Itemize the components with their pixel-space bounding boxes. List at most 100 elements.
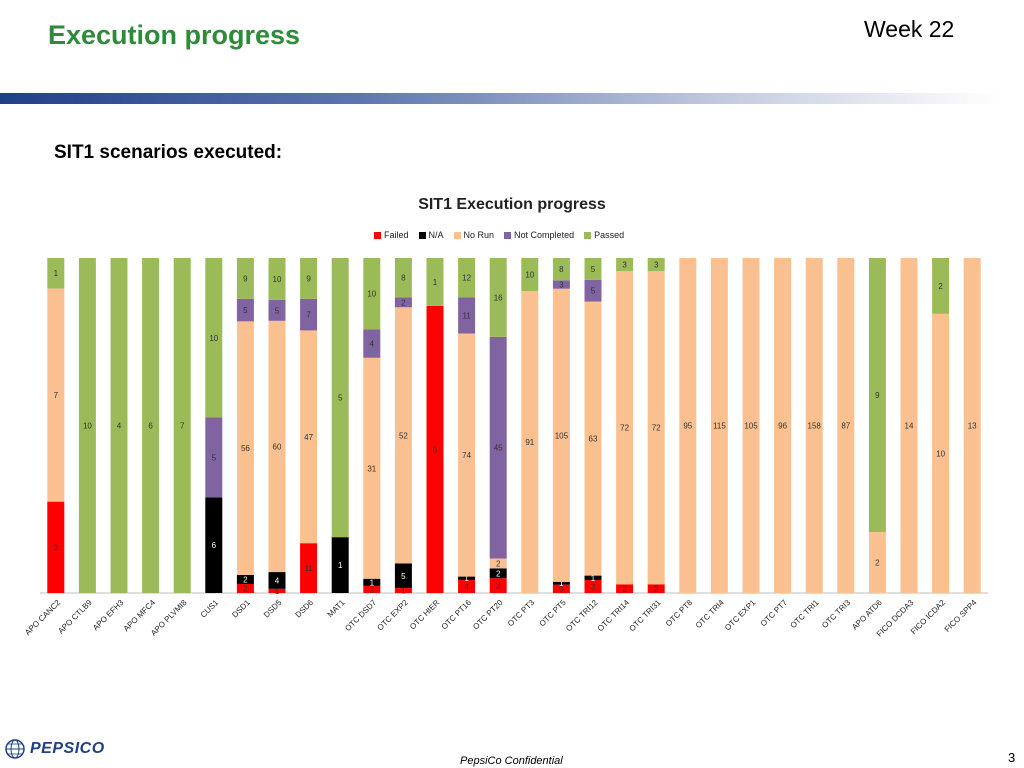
data-label-apo-atd6-passed: 9 (875, 391, 880, 400)
header-divider-band (0, 93, 1000, 104)
data-label-otc-pt20-no-run: 2 (496, 559, 501, 568)
data-label-mat1-n-a: 1 (338, 561, 343, 570)
data-label-apo-atd6-no-run: 2 (875, 559, 880, 568)
data-label-otc-pt3-no-run: 91 (525, 438, 534, 447)
data-label-otc-exp2-n-a: 5 (401, 572, 406, 581)
bar-segment-otc-pt16-not-completed (458, 297, 476, 334)
x-tick-label-apo-ctlb9: APO CTLB9 (56, 598, 94, 636)
bar-segment-fico-icda2-passed (932, 258, 950, 314)
bar-segment-otc-pt20-not-completed (489, 336, 507, 559)
data-label-dsd5-failed: 1 (275, 587, 280, 596)
data-label-otc-pt20-passed: 16 (494, 293, 503, 302)
data-label-dsd1-no-run: 56 (241, 444, 250, 453)
bar-segment-otc-exp2-n-a (394, 563, 412, 589)
x-tick-label-otc-exp1: OTC EXP1 (723, 598, 758, 633)
bar-segment-apo-canc2-failed (47, 501, 65, 593)
data-label-otc-hier-failed: 6 (433, 445, 438, 454)
x-tick-label-otc-pt3: OTC PT3 (506, 598, 537, 629)
data-label-apo-mfc4-passed: 6 (148, 422, 153, 431)
legend-item-no-run: No Run (453, 230, 494, 240)
x-tick-label-dsd1: DSD1 (230, 598, 252, 620)
bar-segment-apo-canc2-passed (47, 258, 65, 289)
data-label-otc-pt7-no-run: 96 (778, 422, 787, 431)
bar-segment-dsd5-no-run (268, 320, 286, 573)
globe-icon (5, 739, 25, 759)
data-label-otc-tri1-no-run: 158 (808, 422, 822, 431)
bar-segment-otc-exp2-not-completed (394, 297, 412, 308)
chart-title: SIT1 Execution progress (418, 196, 606, 213)
bar-segment-otc-exp2-failed (394, 588, 412, 593)
bar-segment-apo-atd6-passed (868, 258, 886, 533)
data-label-otc-exp1-no-run: 105 (744, 422, 758, 431)
bar-segment-mat1-n-a (331, 537, 349, 593)
bar-segment-apo-mfc4-passed (142, 258, 160, 593)
bar-segment-dsd1-no-run (236, 321, 254, 575)
data-label-otc-pt8-no-run: 95 (683, 422, 692, 431)
legend-swatch-failed (374, 231, 381, 239)
bar-segment-otc-tri12-n-a (584, 575, 602, 580)
bar-segment-otc-tri14-passed (616, 258, 634, 272)
data-label-cus1-n-a: 6 (212, 541, 217, 550)
bar-segment-otc-tri14-no-run (616, 271, 634, 585)
data-label-otc-dsd7-passed: 10 (367, 290, 376, 299)
data-label-otc-pt5-passed: 8 (559, 265, 564, 274)
x-tick-label-cus1: CUS1 (199, 598, 221, 620)
data-label-otc-pt5-no-run: 105 (555, 431, 569, 440)
bar-segment-otc-pt16-n-a (458, 576, 476, 580)
data-label-otc-pt16-n-a: 1 (464, 574, 469, 583)
bar-segment-otc-tri12-failed (584, 579, 602, 593)
bar-segment-apo-plvmi8-passed (173, 258, 191, 593)
bar-segment-dsd5-not-completed (268, 299, 286, 321)
bar-segment-otc-hier-failed (426, 305, 444, 593)
bar-segment-cus1-not-completed (205, 417, 223, 498)
data-label-dsd1-passed: 9 (243, 274, 248, 283)
bar-segment-otc-exp2-passed (394, 258, 412, 298)
bar-segment-otc-dsd7-failed (363, 585, 381, 593)
data-label-otc-pt16-failed: 4 (464, 582, 469, 591)
x-tick-label-otc-pt20: OTC PT20 (471, 598, 505, 632)
bar-segment-dsd6-failed (300, 543, 318, 593)
data-label-otc-pt16-passed: 12 (462, 274, 471, 283)
data-label-otc-exp2-not-completed: 2 (401, 298, 406, 307)
data-label-otc-dsd7-not-completed: 4 (370, 340, 375, 349)
bar-segment-otc-pt20-no-run (489, 558, 507, 569)
data-label-dsd5-not-completed: 5 (275, 306, 280, 315)
data-label-apo-plvmi8-passed: 7 (180, 422, 185, 431)
bar-segment-dsd6-not-completed (300, 298, 318, 331)
data-label-apo-canc2-failed: 3 (54, 543, 59, 552)
bar-segment-dsd1-n-a (236, 574, 254, 584)
bar-segment-otc-tri31-no-run (647, 271, 665, 585)
bar-segment-otc-exp2-no-run (394, 307, 412, 564)
bar-segment-otc-tri14-failed (616, 584, 634, 593)
data-label-dsd1-n-a: 2 (243, 575, 248, 584)
bar-segment-otc-tri31-failed (647, 584, 665, 593)
data-label-otc-tri14-failed: 2 (622, 585, 627, 594)
bar-segment-apo-atd6-no-run (868, 532, 886, 593)
bar-segment-otc-exp1-no-run (742, 258, 760, 593)
bar-segment-fico-dcda3-no-run (900, 258, 918, 593)
bar-segment-dsd5-failed (268, 588, 286, 593)
bar-segment-otc-tri31-passed (647, 258, 665, 272)
data-label-otc-pt3-passed: 10 (525, 271, 534, 280)
pepsico-logo: PEPSICO (4, 738, 105, 760)
data-label-otc-dsd7-failed: 1 (370, 585, 375, 594)
x-tick-label-otc-dsd7: OTC DSD7 (343, 598, 378, 633)
x-tick-label-otc-pt8: OTC PT8 (664, 598, 695, 629)
bar-segment-otc-pt7-no-run (774, 258, 792, 593)
data-label-apo-canc2-no-run: 7 (54, 391, 59, 400)
logo-wordmark: PEPSICO (30, 740, 105, 757)
data-label-otc-tri12-no-run: 63 (589, 435, 598, 444)
bar-segment-otc-tri12-no-run (584, 301, 602, 576)
bar-segment-otc-pt5-no-run (552, 288, 570, 582)
data-label-otc-pt5-failed: 3 (559, 585, 564, 594)
data-label-dsd5-n-a: 4 (275, 576, 280, 585)
bar-segment-otc-dsd7-no-run (363, 357, 381, 579)
data-label-otc-tri12-passed: 5 (591, 265, 596, 274)
legend-swatch-passed (584, 231, 592, 239)
data-label-otc-tri14-passed: 3 (622, 261, 627, 270)
bar-segment-otc-dsd7-n-a (363, 578, 381, 586)
data-label-otc-pt5-n-a: 1 (559, 579, 564, 588)
x-tick-label-otc-exp2: OTC EXP2 (375, 598, 410, 633)
bar-segment-otc-hier-passed (426, 258, 444, 306)
